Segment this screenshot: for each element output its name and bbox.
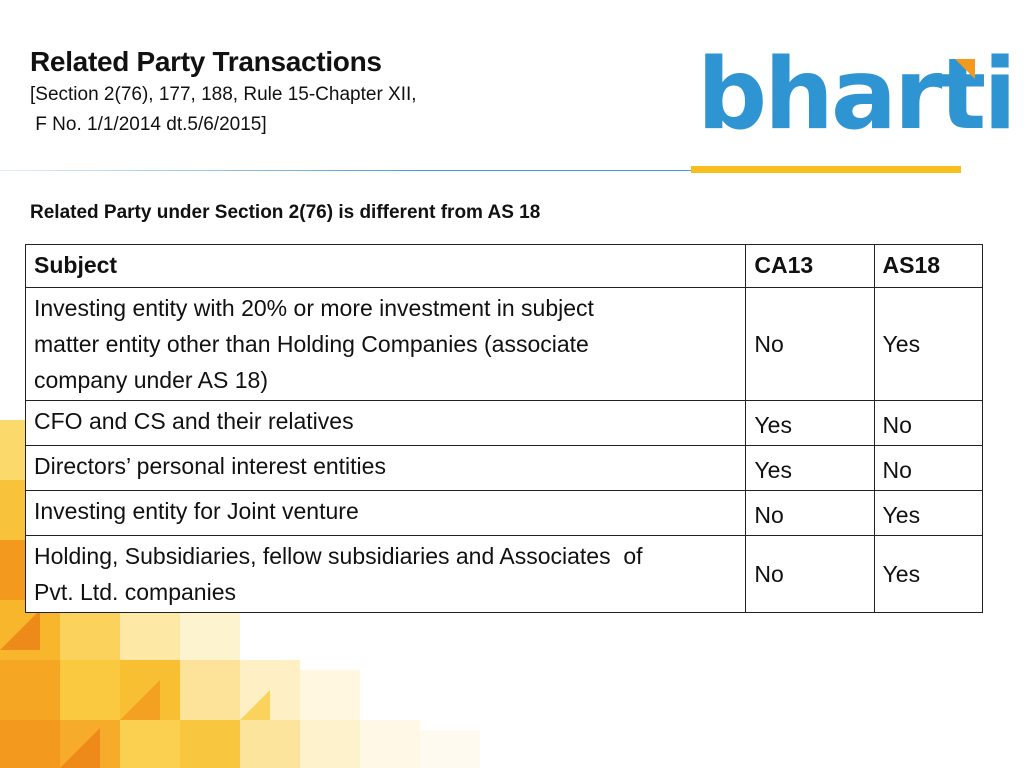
- row-ca13: Yes: [745, 445, 875, 491]
- row-subject: Investing entity with 20% or more invest…: [24, 287, 747, 401]
- table-row: Holding, Subsidiaries, fellow subsidiari…: [24, 535, 984, 613]
- table-row: CFO and CS and their relatives Yes No: [24, 400, 984, 446]
- section-heading: Related Party under Section 2(76) is dif…: [30, 202, 541, 223]
- subject-line: matter entity other than Holding Compani…: [34, 331, 589, 357]
- row-subject: CFO and CS and their relatives: [24, 400, 747, 446]
- title-block: Related Party Transactions [Section 2(76…: [30, 44, 417, 140]
- subject-line: Pvt. Ltd. companies: [34, 579, 236, 605]
- header-as18: AS18: [873, 244, 984, 288]
- row-ca13: No: [745, 287, 875, 401]
- row-ca13: No: [745, 490, 875, 536]
- subject-line: Investing entity with 20% or more invest…: [34, 295, 594, 321]
- header-divider: [0, 170, 700, 171]
- row-ca13: No: [745, 535, 875, 613]
- comparison-table: Subject CA13 AS18 Investing entity with …: [24, 244, 984, 613]
- logo-accent-triangle: [955, 59, 975, 79]
- table-row: Investing entity with 20% or more invest…: [24, 287, 984, 401]
- header-subject: Subject: [24, 244, 747, 288]
- bharti-logo: bharti: [691, 38, 1017, 175]
- subject-line: company under AS 18): [34, 367, 268, 393]
- table-row: Investing entity for Joint venture No Ye…: [24, 490, 984, 536]
- table-header-row: Subject CA13 AS18: [24, 244, 984, 288]
- row-subject: Holding, Subsidiaries, fellow subsidiari…: [24, 535, 747, 613]
- row-as18: Yes: [873, 535, 984, 613]
- slide-subtitle-line1: [Section 2(76), 177, 188, Rule 15-Chapte…: [30, 84, 417, 105]
- slide-title: Related Party Transactions: [30, 46, 382, 77]
- table-row: Directors’ personal interest entities Ye…: [24, 445, 984, 491]
- row-ca13: Yes: [745, 400, 875, 446]
- logo-wordmark: bharti: [697, 38, 1017, 152]
- subject-line: Directors’ personal interest entities: [34, 453, 386, 479]
- row-subject: Directors’ personal interest entities: [24, 445, 747, 491]
- row-as18: No: [873, 445, 984, 491]
- subject-line: Holding, Subsidiaries, fellow subsidiari…: [34, 543, 643, 569]
- row-as18: Yes: [873, 287, 984, 401]
- header-ca13: CA13: [745, 244, 875, 288]
- subject-line: CFO and CS and their relatives: [34, 408, 354, 434]
- row-as18: Yes: [873, 490, 984, 536]
- row-subject: Investing entity for Joint venture: [24, 490, 747, 536]
- logo-underline-bar: [691, 166, 961, 173]
- subject-line: Investing entity for Joint venture: [34, 498, 359, 524]
- slide-subtitle-line2: F No. 1/1/2014 dt.5/6/2015]: [30, 114, 267, 135]
- row-as18: No: [873, 400, 984, 446]
